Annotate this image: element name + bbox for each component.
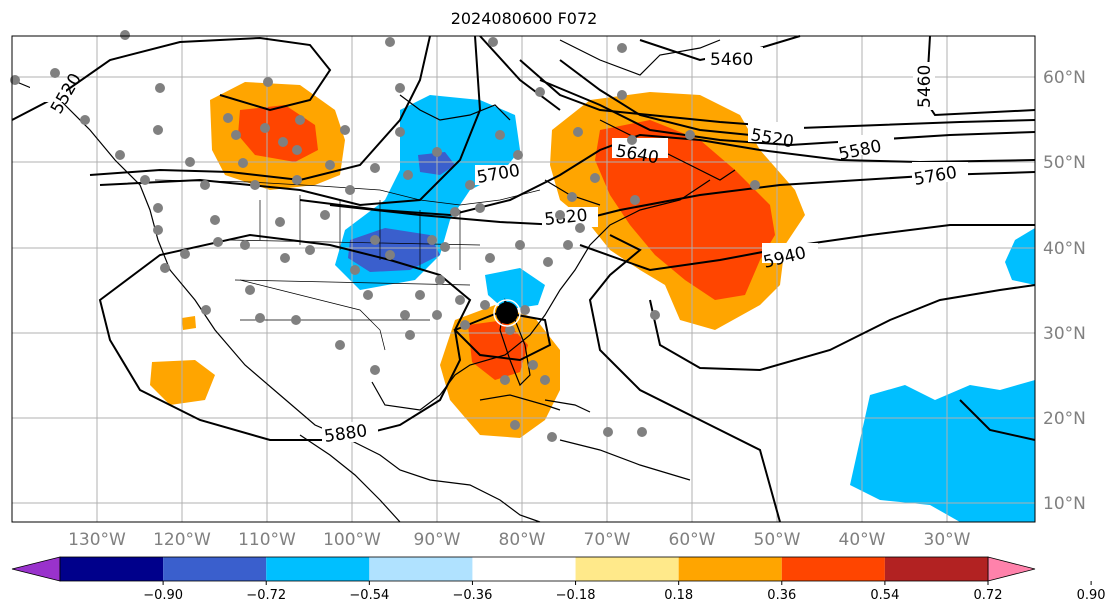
lon-label: 50°W [754, 530, 801, 550]
lon-label: 90°W [414, 530, 461, 550]
florida [499, 298, 531, 387]
contour-5460-east-lower [479, 35, 561, 111]
cool-anomaly-tropical-atlantic [850, 380, 1035, 522]
colorbar-tick-label: −0.36 [453, 588, 493, 603]
colorbar-swatch [575, 557, 679, 581]
storm-center-icon [496, 302, 518, 324]
contour-5640-east [559, 59, 781, 139]
contour-label: 5460 [915, 65, 935, 108]
colorbar-tick-label: −0.18 [556, 588, 596, 603]
cool-anomaly-east-edge [1005, 228, 1035, 285]
colorbar-tick-label: 0.90 [1077, 588, 1105, 603]
lat-label: 20°N [1043, 409, 1086, 429]
lon-label: 30°W [924, 530, 971, 550]
lon-label: 70°W [584, 530, 631, 550]
colorbar-tick-label: −0.90 [143, 588, 183, 603]
colorbar-swatch [60, 557, 164, 581]
cool-anomaly-southeast [485, 268, 545, 310]
latitude-labels: 10°N 20°N 30°N 40°N 50°N 60°N [1043, 68, 1086, 514]
labrador-coast [599, 119, 736, 181]
storm-center-ring [493, 299, 521, 327]
contour-label-bg [322, 422, 378, 442]
colorbar-frame [59, 556, 989, 582]
lon-label: 130°W [68, 530, 126, 550]
contour-label-bg [30, 82, 66, 102]
atlantic-coastline [371, 179, 711, 411]
contour-label-bg [762, 243, 818, 263]
pacific-coastline [11, 79, 541, 523]
contour-label-bg [475, 165, 517, 185]
contour-label-bg [913, 62, 935, 110]
colorbar-swatch [163, 557, 267, 581]
contour-5940-inner [649, 284, 1036, 372]
lon-label: 80°W [499, 530, 546, 550]
map-title: 2024080600 F072 [450, 9, 598, 28]
hispaniola [544, 399, 591, 413]
contour-label-bg [748, 122, 804, 142]
gridlines [12, 36, 1035, 522]
colorbar-over-extension [987, 556, 1036, 582]
station-dots [10, 30, 760, 442]
lat-label: 40°N [1043, 239, 1086, 259]
colorbar-swatch [884, 557, 988, 581]
lon-label: 40°W [839, 530, 886, 550]
longitude-labels: 130°W 120°W 110°W 100°W 90°W 80°W 70°W 6… [68, 530, 971, 550]
lat-label: 60°N [1043, 68, 1086, 88]
lon-label: 60°W [669, 530, 716, 550]
strong-warm-anomaly-atlantic [595, 120, 775, 300]
strong-warm-anomaly-gulf [468, 320, 528, 380]
contour-labels: 5460 5460 5520 5580 5640 5700 5760 5820 … [30, 47, 968, 447]
coastlines [11, 39, 736, 523]
colorbar: −0.90 −0.72 −0.54 −0.36 −0.18 0.18 0.36 0.54 0.7… [11, 556, 1105, 603]
lon-label: 100°W [323, 530, 381, 550]
greenland-south [559, 39, 721, 76]
colorbar-swatch [266, 557, 370, 581]
contour-5520-west [11, 36, 332, 121]
colorbar-tick-label: 0.72 [974, 588, 1003, 603]
colorbar-swatch [472, 557, 576, 581]
cuba [479, 394, 561, 411]
contour-5700 [99, 35, 482, 207]
storm-marker [493, 299, 521, 327]
central-america-west [299, 434, 401, 523]
colorbar-under-extension [11, 556, 61, 582]
map-frame [11, 35, 1036, 523]
contour-5580 [539, 79, 1036, 147]
contour-5820 [329, 171, 1036, 227]
colorbar-swatch [369, 557, 473, 581]
contour-label-bg [912, 162, 968, 182]
lat-label: 10°N [1043, 494, 1086, 514]
contour-5640-west [89, 35, 431, 182]
hudson-bay-south [399, 94, 511, 121]
warm-anomaly-small [182, 316, 196, 330]
borders [154, 179, 541, 351]
colorbar-tick-label: −0.54 [349, 588, 389, 603]
colorbar-swatch [781, 557, 885, 581]
lon-label: 120°W [153, 530, 211, 550]
lon-label: 110°W [238, 530, 296, 550]
height-contours [11, 35, 1036, 523]
contour-label-bg [705, 47, 763, 67]
contour-5880-east [959, 399, 1036, 441]
lat-label: 50°N [1043, 153, 1086, 173]
colorbar-swatch [678, 557, 782, 581]
colorbar-tick-label: 0.36 [767, 588, 796, 603]
contour-5880-south [588, 234, 781, 523]
contour-5520-east [519, 59, 1036, 130]
contour-label-bg [838, 135, 894, 155]
south-america-north [559, 439, 691, 481]
colorbar-tick-label: 0.18 [664, 588, 693, 603]
contour-5880 [98, 233, 472, 441]
lat-label: 30°N [1043, 324, 1086, 344]
contour-label: 5460 [710, 50, 753, 70]
colorbar-tick-label: 0.54 [870, 588, 899, 603]
colorbar-tick-label: −0.72 [246, 588, 286, 603]
contour-label-bg [612, 138, 668, 158]
